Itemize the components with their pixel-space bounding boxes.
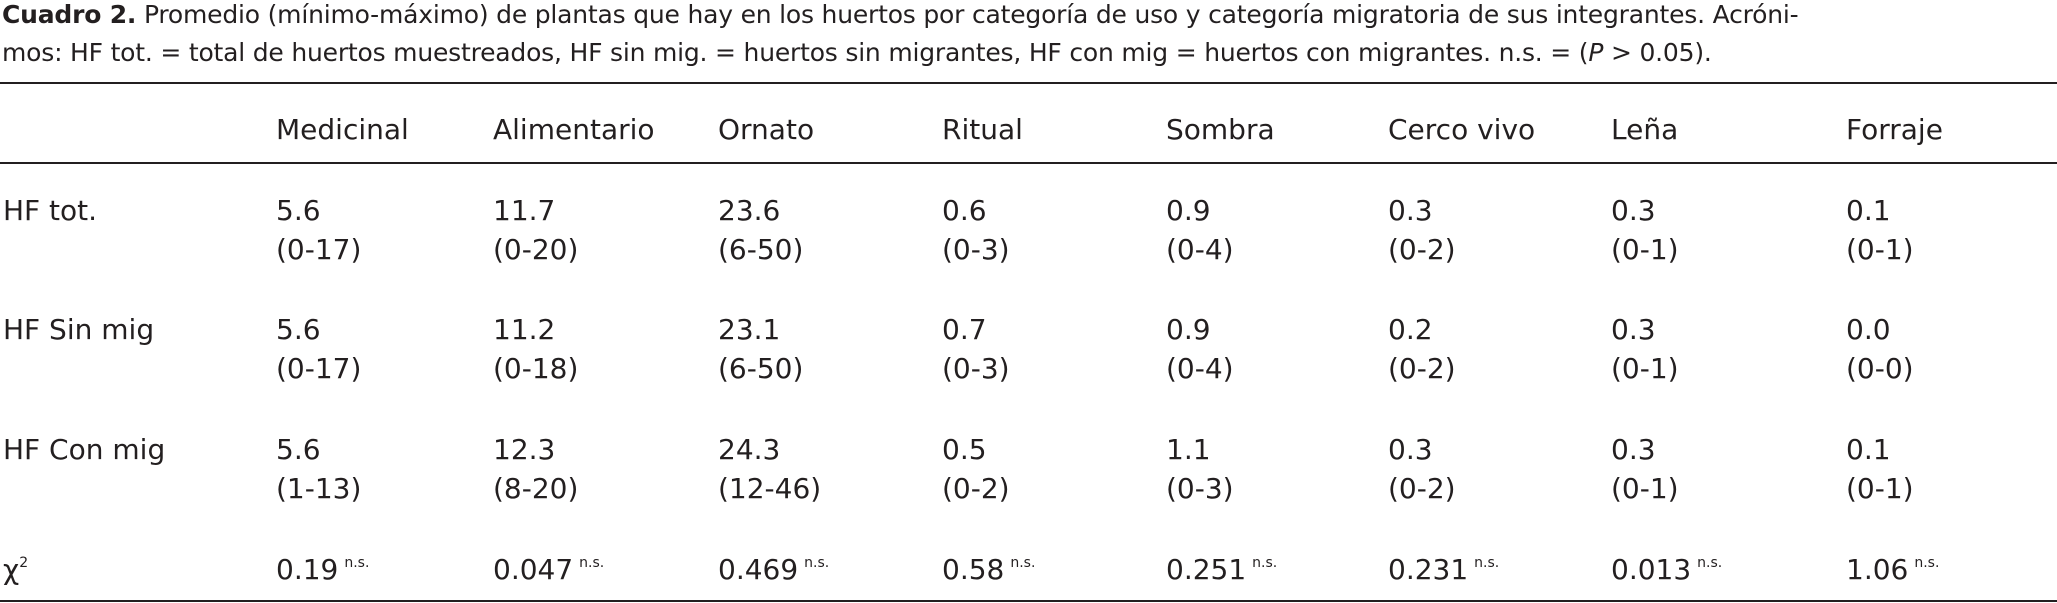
cell-mean: 0.9	[1166, 194, 1211, 227]
column-header: Ritual	[942, 113, 1023, 146]
cell-range: (0-18)	[493, 352, 579, 385]
cell-range: (0-2)	[942, 472, 1010, 505]
cell-mean: 24.3	[718, 433, 781, 466]
significance-note: n.s.	[344, 555, 370, 571]
column-header: Medicinal	[276, 113, 409, 146]
cell-mean: 0.3	[1388, 194, 1433, 227]
chi-value: 0.58	[942, 553, 1005, 586]
chi-cell: 0.469 n.s.	[718, 556, 829, 584]
cell-range: (12-46)	[718, 472, 822, 505]
chi-symbol: χ	[3, 553, 20, 586]
header-rule	[0, 162, 2057, 164]
cell-mean: 23.6	[718, 194, 781, 227]
cell-range: (0-3)	[942, 352, 1010, 385]
caption-text: Promedio (mínimo-máximo) de plantas que …	[136, 0, 1799, 29]
significance-note: n.s.	[1697, 555, 1723, 571]
cell-mean: 5.6	[276, 313, 321, 346]
cell-mean: 0.2	[1388, 313, 1433, 346]
cell-range: (6-50)	[718, 233, 804, 266]
cell-range: (0-17)	[276, 352, 362, 385]
row-label: HF Sin mig	[3, 313, 155, 346]
cell-mean: 0.1	[1846, 194, 1891, 227]
column-header: Cerco vivo	[1388, 113, 1536, 146]
cell-range: (0-4)	[1166, 352, 1234, 385]
cell-range: (0-2)	[1388, 472, 1456, 505]
cell-range: (0-1)	[1611, 233, 1679, 266]
chi-value: 1.06	[1846, 553, 1909, 586]
cell-range: (0-1)	[1611, 472, 1679, 505]
cell-mean: 5.6	[276, 433, 321, 466]
cell-range: (0-17)	[276, 233, 362, 266]
chi-label: χ2	[3, 556, 28, 584]
cell-range: (0-1)	[1611, 352, 1679, 385]
chi-cell: 1.06 n.s.	[1846, 556, 1939, 584]
cell-mean: 0.9	[1166, 313, 1211, 346]
column-header: Ornato	[718, 113, 815, 146]
column-header: Alimentario	[493, 113, 655, 146]
cell-range: (0-1)	[1846, 472, 1914, 505]
cell-range: (0-1)	[1846, 233, 1914, 266]
significance-note: n.s.	[1914, 555, 1940, 571]
cell-mean: 0.3	[1611, 313, 1656, 346]
cell-mean: 11.7	[493, 194, 556, 227]
cell-range: (6-50)	[718, 352, 804, 385]
caption-line: mos: HF tot. = total de huertos muestrea…	[2, 38, 1712, 67]
significance-note: n.s.	[579, 555, 605, 571]
column-header: Sombra	[1166, 113, 1275, 146]
chi-value: 0.19	[276, 553, 339, 586]
cell-range: (0-2)	[1388, 352, 1456, 385]
cell-range: (0-0)	[1846, 352, 1914, 385]
column-header: Forraje	[1846, 113, 1943, 146]
cell-range: (0-3)	[942, 233, 1010, 266]
cell-mean: 0.3	[1388, 433, 1433, 466]
cell-mean: 0.1	[1846, 433, 1891, 466]
chi-value: 0.231	[1388, 553, 1469, 586]
chi-value: 0.013	[1611, 553, 1692, 586]
cell-range: (1-13)	[276, 472, 362, 505]
cell-mean: 12.3	[493, 433, 556, 466]
chi-cell: 0.19 n.s.	[276, 556, 369, 584]
caption-label: Cuadro 2.	[2, 0, 137, 29]
cell-mean: 0.0	[1846, 313, 1891, 346]
cell-range: (0-20)	[493, 233, 579, 266]
cell-mean: 0.5	[942, 433, 987, 466]
chi-cell: 0.013 n.s.	[1611, 556, 1722, 584]
chi-value: 0.469	[718, 553, 799, 586]
significance-note: n.s.	[804, 555, 830, 571]
chi-cell: 0.58 n.s.	[942, 556, 1035, 584]
cell-mean: 11.2	[493, 313, 556, 346]
bottom-rule	[0, 600, 2057, 602]
cell-mean: 0.3	[1611, 194, 1656, 227]
cell-mean: 23.1	[718, 313, 781, 346]
cell-mean: 5.6	[276, 194, 321, 227]
chi-superscript: 2	[19, 555, 29, 571]
cell-mean: 0.6	[942, 194, 987, 227]
row-label: HF Con mig	[3, 433, 166, 466]
chi-cell: 0.251 n.s.	[1166, 556, 1277, 584]
caption-line: Cuadro 2. Promedio (mínimo-máximo) de pl…	[2, 0, 1799, 29]
caption-text: > 0.05).	[1603, 38, 1712, 67]
cell-mean: 1.1	[1166, 433, 1211, 466]
cell-mean: 0.3	[1611, 433, 1656, 466]
cell-range: (0-2)	[1388, 233, 1456, 266]
top-rule	[0, 82, 2057, 84]
chi-cell: 0.047 n.s.	[493, 556, 604, 584]
chi-value: 0.251	[1166, 553, 1247, 586]
significance-note: n.s.	[1010, 555, 1036, 571]
column-header: Leña	[1611, 113, 1679, 146]
cell-mean: 0.7	[942, 313, 987, 346]
significance-note: n.s.	[1252, 555, 1278, 571]
caption-text: mos: HF tot. = total de huertos muestrea…	[2, 38, 1589, 67]
chi-cell: 0.231 n.s.	[1388, 556, 1499, 584]
cell-range: (8-20)	[493, 472, 579, 505]
chi-value: 0.047	[493, 553, 574, 586]
caption-italic: P	[1588, 38, 1604, 67]
row-label: HF tot.	[3, 194, 98, 227]
significance-note: n.s.	[1474, 555, 1500, 571]
cell-range: (0-3)	[1166, 472, 1234, 505]
cell-range: (0-4)	[1166, 233, 1234, 266]
